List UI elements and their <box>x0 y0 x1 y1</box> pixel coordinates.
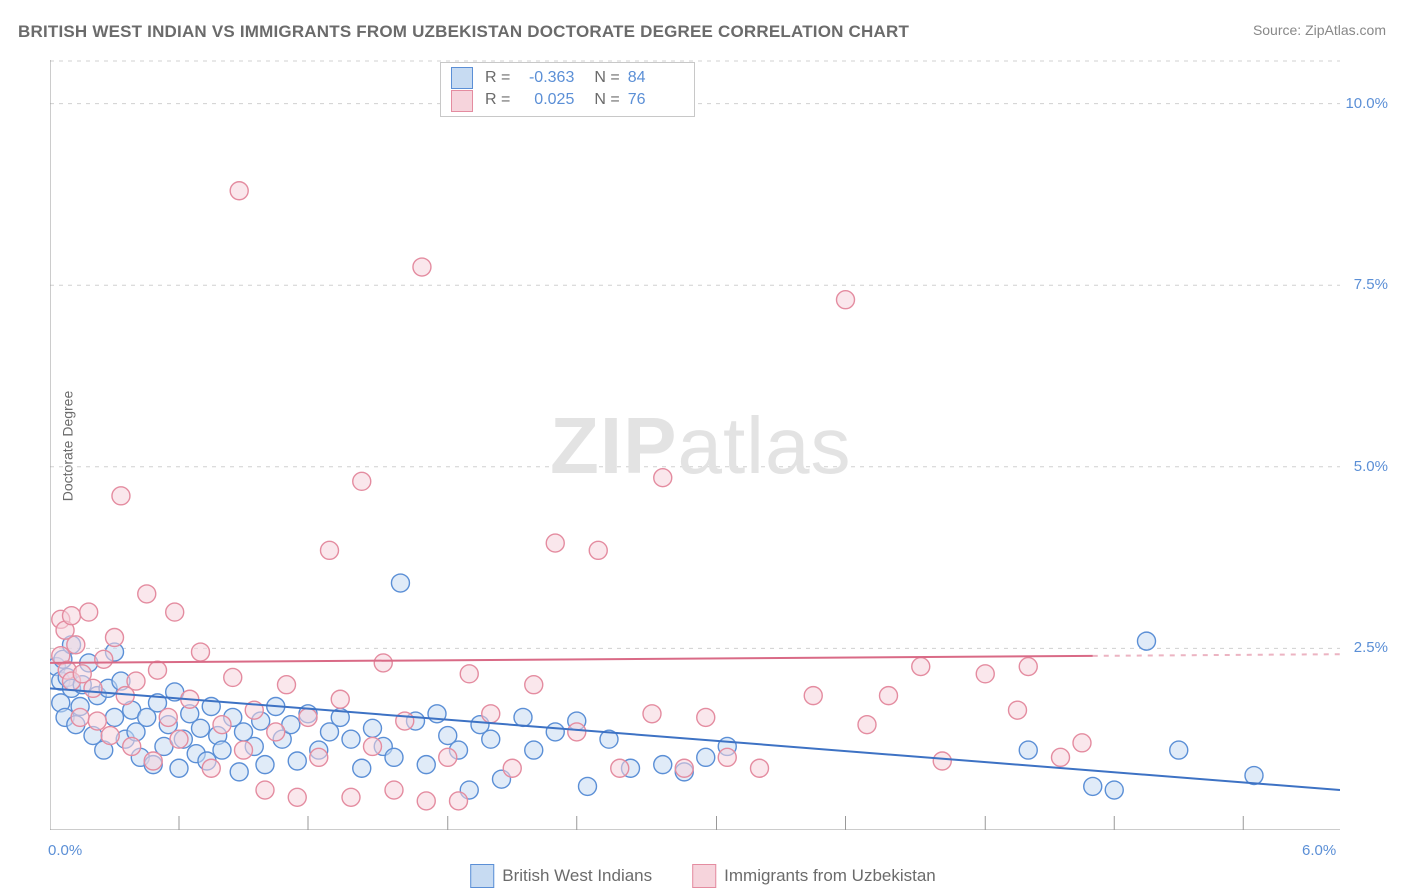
y-tick-label: 7.5% <box>1354 276 1388 293</box>
legend-item: British West Indians <box>470 864 652 888</box>
legend-swatch <box>692 864 716 888</box>
legend-label: Immigrants from Uzbekistan <box>724 866 936 886</box>
y-tick-label: 2.5% <box>1354 639 1388 656</box>
stats-legend-row: R = 0.025 N = 76 <box>451 89 684 111</box>
y-tick-label: 5.0% <box>1354 458 1388 475</box>
n-label: N = <box>594 67 619 89</box>
legend-item: Immigrants from Uzbekistan <box>692 864 936 888</box>
n-value: 76 <box>628 89 684 111</box>
legend-swatch <box>451 90 473 112</box>
chart-title: BRITISH WEST INDIAN VS IMMIGRANTS FROM U… <box>18 22 909 42</box>
series-legend: British West Indians Immigrants from Uzbe… <box>470 864 936 888</box>
x-tick-label: 0.0% <box>48 842 82 859</box>
r-value: -0.363 <box>518 67 574 89</box>
source-attribution: Source: ZipAtlas.com <box>1253 22 1386 38</box>
x-tick-label: 6.0% <box>1302 842 1336 859</box>
r-label: R = <box>485 89 510 111</box>
legend-label: British West Indians <box>502 866 652 886</box>
y-tick-label: 10.0% <box>1345 95 1388 112</box>
stats-legend-row: R = -0.363 N = 84 <box>451 67 684 89</box>
chart-plot-area: ZIPatlas <box>50 60 1340 830</box>
legend-swatch <box>470 864 494 888</box>
r-value: 0.025 <box>518 89 574 111</box>
scatter-chart-svg <box>50 60 1340 830</box>
n-label: N = <box>594 89 619 111</box>
stats-legend-box: R = -0.363 N = 84 R = 0.025 N = 76 <box>440 62 695 117</box>
n-value: 84 <box>628 67 684 89</box>
r-label: R = <box>485 67 510 89</box>
legend-swatch <box>451 67 473 89</box>
